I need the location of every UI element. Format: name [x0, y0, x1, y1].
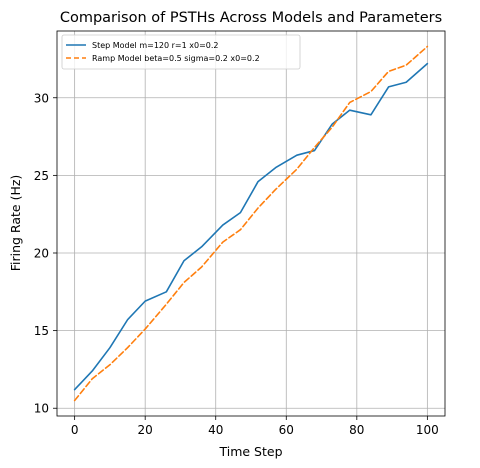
- legend-box: [61, 34, 301, 70]
- axes-frame: [56, 30, 446, 417]
- x-tick-label: 100: [416, 423, 439, 437]
- y-tick-label: 30: [34, 91, 49, 105]
- legend-label-step: Step Model m=120 r=1 x0=0.2: [92, 41, 219, 50]
- x-tick-label: 60: [279, 423, 294, 437]
- x-tick-label: 40: [208, 423, 223, 437]
- y-tick-label: 20: [34, 246, 49, 260]
- x-tick-label: 80: [349, 423, 364, 437]
- x-tick-label: 0: [71, 423, 79, 437]
- legend: Step Model m=120 r=1 x0=0.2 Ramp Model b…: [61, 34, 301, 70]
- y-tick-label: 15: [34, 324, 49, 338]
- y-tick-label: 10: [34, 402, 49, 416]
- legend-label-ramp: Ramp Model beta=0.5 sigma=0.2 x0=0.2: [92, 54, 260, 63]
- series-lines: [73, 45, 429, 402]
- axis-ticks: 0 20 40 60 80 100 10 15 20 25 30: [34, 91, 439, 437]
- y-tick-label: 25: [34, 169, 49, 183]
- chart-title: Comparison of PSTHs Across Models and Pa…: [60, 10, 442, 26]
- y-axis-label: Firing Rate (Hz): [8, 175, 23, 272]
- grid-lines: [57, 31, 445, 416]
- series-line-ramp-model: [73, 45, 429, 402]
- series-line-step-model: [73, 62, 429, 391]
- x-tick-label: 20: [138, 423, 153, 437]
- x-axis-label: Time Step: [218, 444, 282, 459]
